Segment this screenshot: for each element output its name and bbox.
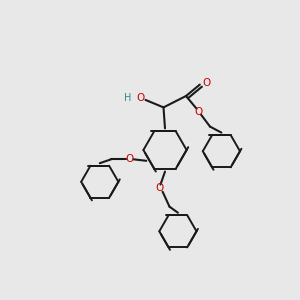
Text: O: O: [156, 183, 164, 193]
Text: O: O: [195, 107, 203, 117]
Text: O: O: [136, 93, 144, 103]
Text: O: O: [126, 154, 134, 164]
Text: O: O: [202, 78, 211, 88]
Text: H: H: [124, 93, 132, 103]
